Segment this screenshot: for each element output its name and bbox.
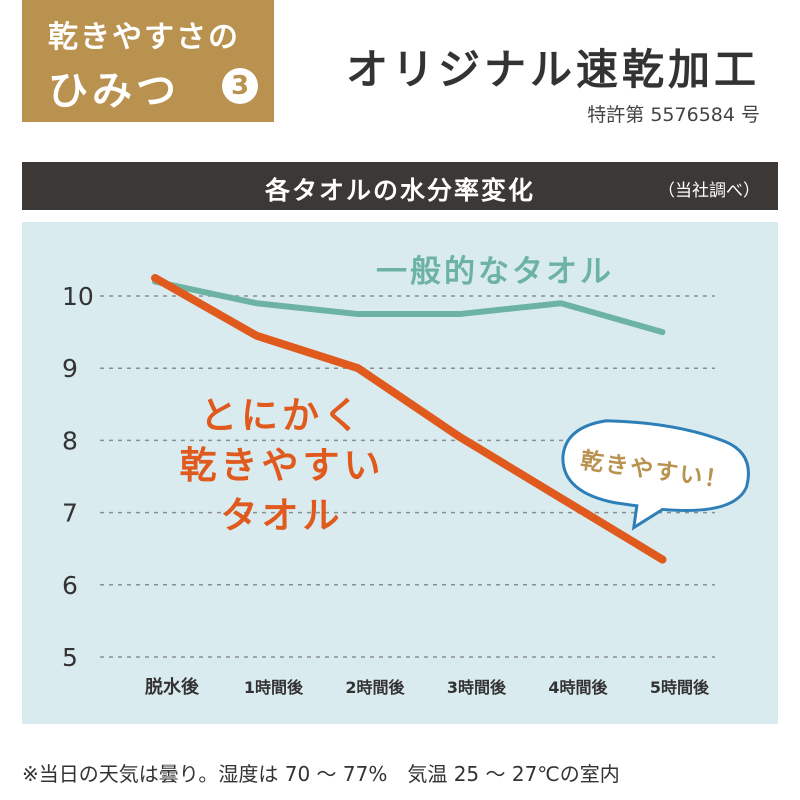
- x-tick-label: 3時間後: [447, 678, 507, 697]
- x-tick-label: 脱水後: [145, 676, 200, 698]
- y-tick-label: 10: [62, 282, 94, 311]
- chart-header-bar: 各タオルの水分率変化 （当社調べ）: [22, 162, 778, 210]
- series-layer: [151, 273, 667, 564]
- fast-towel-line: [151, 273, 667, 564]
- x-tick-label: 4時間後: [548, 678, 608, 697]
- y-tick-label: 5: [62, 643, 78, 672]
- patent-number: 特許第 5576584 号: [587, 104, 760, 126]
- grid-layer: [100, 295, 715, 658]
- badge-number: 3: [222, 68, 258, 104]
- y-tick-labels: 5 6 7 8 9 10: [62, 282, 94, 672]
- speech-bubble: 乾きやすい！: [561, 419, 750, 531]
- fast-towel-label-line-3: タオル: [221, 494, 344, 537]
- x-tick-labels: 脱水後 1時間後 2時間後 3時間後 4時間後 5時間後: [145, 676, 710, 698]
- page-title: オリジナル速乾加工: [345, 45, 760, 94]
- footnote: ※当日の天気は曇り。湿度は 70 ～ 77% 気温 25 ～ 27℃の室内: [22, 762, 620, 786]
- normal-towel-label: 一般的なタオル: [376, 254, 614, 290]
- chart-source-note: （当社調べ）: [658, 181, 760, 201]
- y-tick-label: 8: [62, 426, 78, 455]
- normal-towel-line: [152, 278, 666, 336]
- fast-towel-label-line-2: 乾きやすい: [180, 444, 385, 487]
- x-tick-label: 1時間後: [244, 678, 304, 697]
- y-tick-label: 6: [62, 571, 78, 600]
- chart-title: 各タオルの水分率変化: [264, 176, 535, 205]
- speech-bubble-shape: [561, 419, 750, 531]
- fast-towel-label-line-1: とにかく: [200, 394, 364, 437]
- secret-badge: 乾きやすさの ひみつ 3: [22, 0, 274, 122]
- badge-heading: 乾きやすさの: [48, 20, 240, 55]
- x-tick-label: 2時間後: [345, 678, 405, 697]
- x-tick-label: 5時間後: [650, 678, 710, 697]
- y-tick-label: 7: [62, 499, 78, 528]
- y-tick-label: 9: [62, 354, 78, 383]
- badge-subheading: ひみつ: [48, 68, 180, 114]
